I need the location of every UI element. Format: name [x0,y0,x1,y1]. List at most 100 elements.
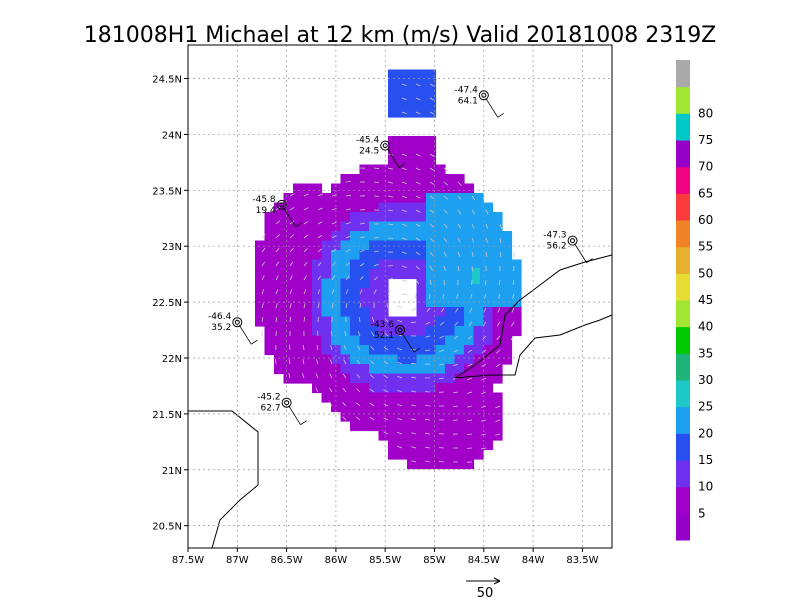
wind-cell [283,373,294,384]
lat-tick-label: 21.5N [152,410,182,421]
wind-arrow [275,289,279,295]
wind-arrow [401,111,407,115]
wind-arrow [303,220,309,225]
wind-cell [369,221,380,232]
wind-cell [264,335,275,346]
wind-cell [350,373,361,384]
wind-arrow [457,195,462,200]
wind-cell [350,212,361,223]
wind-cell [340,278,351,289]
wind-cell [464,221,475,232]
wind-arrow [359,249,365,253]
wind-arrow [401,251,407,254]
wind-cell [502,335,513,346]
wind-cell [407,440,418,451]
station-value-bottom: 35.2 [211,323,231,333]
wind-arrow [289,234,294,239]
wind-arrow [359,209,366,211]
wind-arrow [495,433,501,436]
wind-cell [407,345,418,356]
wind-cell [293,212,304,223]
wind-cell [483,402,494,413]
wind-cell [359,345,370,356]
station-inner-circle [382,143,388,149]
wind-cell [435,421,446,432]
wind-cell [321,278,332,289]
wind-cell [416,69,427,80]
lon-tick-label: 86.5W [271,555,303,566]
wind-cell [416,269,427,280]
wind-cell [255,259,266,270]
wind-cell [321,250,332,261]
wind-arrow [498,293,501,299]
station-value-top: -45.4 [356,136,380,146]
colorbar-label: 40 [698,320,713,334]
wind-cell [454,411,465,422]
wind-cell [340,288,351,299]
wind-cell [416,307,427,318]
wind-cell [483,335,494,346]
wind-cell [483,326,494,337]
wind-arrow [415,251,421,256]
wind-arrow [467,335,473,340]
wind-arrow [397,347,403,351]
wind-cell [283,316,294,327]
wind-cell [388,88,399,99]
wind-cell [359,174,370,185]
wind-arrow [289,316,292,323]
wind-cell [264,316,275,327]
wind-cell [397,402,408,413]
lat-tick-label: 21N [162,466,182,477]
wind-cell [350,354,361,365]
wind-cell [435,402,446,413]
wind-arrow [331,262,336,267]
station-wind-barb [574,243,587,263]
wind-arrow [359,262,365,267]
wind-arrow [411,446,417,449]
latitude-labels: 24.5N 24N 23.5N 23N 22.5N 22N 21.5N 21N 20.5N [152,75,188,533]
wind-cell [312,288,323,299]
wind-cell [321,392,332,403]
wind-arrow [457,237,461,243]
wind-cell [359,335,370,346]
wind-cell [293,278,304,289]
wind-cell [407,449,418,460]
wind-cell [274,345,285,356]
wind-cell [293,288,304,299]
wind-cell [312,193,323,204]
wind-cell [378,231,389,242]
wind-cell [264,269,275,280]
wind-arrow [303,207,309,211]
wind-cell [321,326,332,337]
lat-tick-label: 24.5N [152,75,182,86]
wind-cell [502,240,513,251]
wind-arrow [397,431,403,435]
wind-cell [359,364,370,375]
wind-cell [378,345,389,356]
station-value-bottom: 19.4 [256,206,276,216]
lon-tick-label: 83.5W [566,555,598,566]
wind-cell [331,307,342,318]
wind-cell [378,335,389,346]
wind-cell [407,354,418,365]
station-value-top: -43.6 [371,320,395,330]
wind-arrow [303,193,309,197]
wind-cell [502,345,513,356]
wind-cell [473,326,484,337]
wind-cell [283,240,294,251]
lon-tick-label: 85W [423,555,446,566]
wind-cell [464,383,475,394]
wind-arrow [397,305,403,309]
reference-vector-label: 50 [477,586,494,600]
wind-cell [473,307,484,318]
wind-cell [302,259,313,270]
wind-cell [264,326,275,337]
wind-arrow [331,221,337,225]
wind-cell [350,335,361,346]
wind-arrow [387,209,393,212]
wind-cell [445,278,456,289]
wind-cell [388,221,399,232]
wind-cell [454,364,465,375]
station-inner-circle [397,327,403,333]
wind-cell [492,364,503,375]
